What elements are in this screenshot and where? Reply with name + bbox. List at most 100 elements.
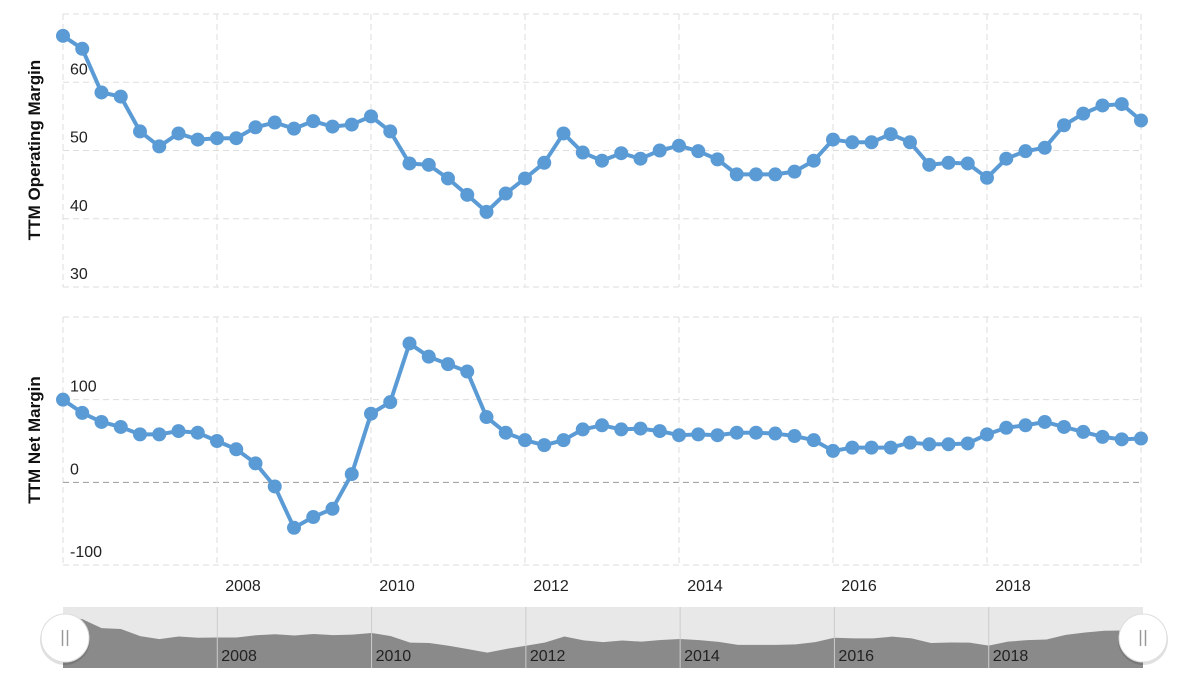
point: [479, 204, 494, 219]
navigator-handle[interactable]: [40, 613, 90, 665]
point: [710, 152, 725, 167]
point: [171, 424, 186, 439]
point: [614, 422, 629, 437]
point: [75, 405, 90, 420]
handle: [1118, 613, 1168, 663]
y-tick-label: 30: [70, 266, 88, 283]
point: [518, 433, 532, 448]
point: [210, 131, 224, 146]
point: [364, 109, 378, 124]
point: [1018, 144, 1033, 159]
point: [1037, 140, 1052, 155]
point: [941, 155, 956, 170]
point: [344, 117, 359, 132]
point: [325, 501, 340, 516]
point: [691, 427, 706, 442]
point: [287, 520, 301, 535]
point: [1114, 432, 1129, 447]
point: [229, 131, 244, 146]
point: [729, 425, 744, 440]
point: [806, 433, 821, 448]
point: [344, 467, 359, 482]
point: [1134, 431, 1148, 446]
point: [556, 433, 571, 448]
x-tick-label: 2018: [995, 578, 1031, 595]
point: [826, 132, 840, 147]
x-tick-label: 2016: [841, 578, 877, 595]
point: [518, 171, 532, 186]
navigator-label: 2016: [838, 648, 874, 665]
point: [806, 153, 821, 168]
x-tick-label: 2008: [225, 578, 261, 595]
point: [652, 143, 667, 158]
y-tick-label: 0: [70, 461, 79, 478]
point: [1095, 429, 1110, 444]
point: [152, 427, 167, 442]
point: [652, 424, 667, 439]
point: [633, 151, 648, 166]
point: [94, 85, 109, 100]
point: [383, 395, 398, 410]
y-axis-title: TTM Net Margin: [25, 376, 44, 504]
point: [248, 456, 263, 471]
navigator-label: 2008: [221, 648, 257, 665]
point: [575, 145, 590, 160]
point: [556, 126, 571, 141]
point: [441, 171, 455, 186]
handle: [40, 613, 90, 663]
navigator-handle[interactable]: [1118, 613, 1168, 665]
point: [113, 419, 128, 434]
point: [402, 156, 417, 171]
point: [306, 510, 321, 525]
point: [864, 440, 879, 455]
point: [1037, 414, 1052, 429]
point: [922, 157, 937, 172]
point: [864, 135, 879, 150]
point: [56, 392, 70, 407]
point: [980, 170, 994, 185]
point: [883, 440, 898, 455]
point: [980, 427, 994, 442]
point: [229, 442, 244, 457]
point: [267, 115, 282, 130]
point: [787, 164, 802, 179]
navigator-label: 2012: [530, 648, 566, 665]
point: [595, 418, 609, 433]
point: [1018, 418, 1033, 433]
point: [460, 364, 475, 379]
point: [672, 138, 686, 153]
point: [171, 126, 186, 141]
y-tick-label: 40: [70, 198, 88, 215]
point: [922, 437, 937, 452]
point: [190, 132, 205, 147]
point: [999, 151, 1014, 166]
point: [787, 429, 802, 444]
x-tick-label: 2010: [379, 578, 415, 595]
point: [826, 443, 840, 458]
point: [691, 144, 706, 159]
point: [845, 440, 860, 455]
point: [710, 428, 725, 443]
point: [575, 422, 590, 437]
point: [999, 420, 1014, 435]
y-tick-label: 100: [70, 379, 97, 396]
point: [845, 135, 860, 150]
y-tick-label: 50: [70, 130, 88, 147]
point: [883, 127, 898, 142]
point: [421, 157, 436, 172]
point: [383, 124, 398, 139]
point: [1076, 424, 1091, 439]
point: [633, 421, 648, 436]
point: [75, 41, 90, 56]
point: [903, 435, 917, 450]
point: [190, 425, 205, 440]
point: [768, 426, 783, 441]
point: [1095, 98, 1110, 113]
point: [672, 428, 686, 443]
line: [61, 34, 1143, 214]
navigator-label: 2014: [684, 648, 720, 665]
point: [749, 425, 763, 440]
point: [960, 436, 975, 451]
point: [152, 139, 167, 154]
